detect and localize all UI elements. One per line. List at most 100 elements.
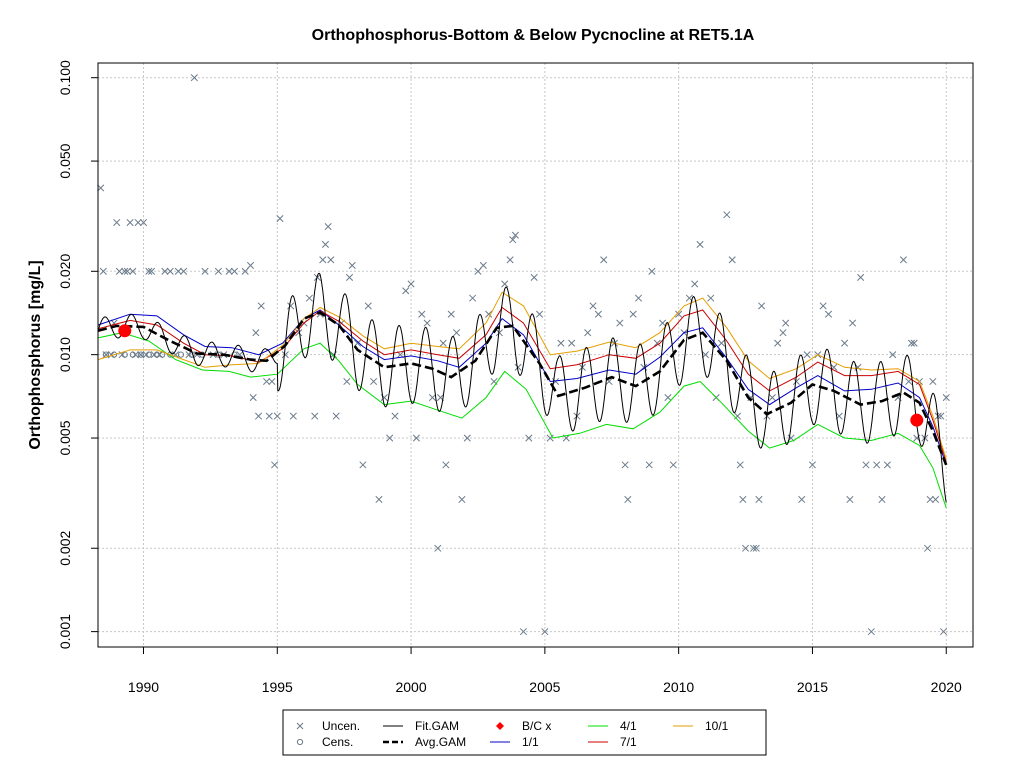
data-point: [824, 310, 833, 318]
y-tick-label: 0.100: [57, 60, 73, 95]
data-point: [723, 211, 731, 219]
data-point: [147, 267, 156, 275]
data-point: [359, 461, 367, 469]
data-point: [742, 544, 750, 552]
data-point: [782, 319, 790, 327]
data-point: [736, 461, 744, 469]
data-point: [407, 280, 415, 288]
data-point: [439, 339, 447, 347]
censored-point: [177, 351, 185, 358]
data-point: [506, 256, 514, 264]
data-point: [201, 267, 209, 275]
legend-label: Fit.GAM: [415, 719, 459, 733]
data-point: [402, 287, 410, 295]
data-point: [434, 544, 442, 552]
data-point: [252, 329, 260, 337]
data-point: [653, 339, 661, 347]
data-point: [99, 267, 107, 275]
data-point: [728, 256, 736, 264]
y-tick-label: 0.050: [57, 143, 73, 178]
data-point: [883, 461, 891, 469]
data-point: [926, 495, 934, 504]
x-tick-label: 2015: [797, 679, 828, 695]
data-point: [161, 267, 169, 275]
censored-point: [121, 351, 128, 358]
data-point: [530, 273, 538, 282]
data-point: [172, 351, 180, 359]
data-point: [739, 495, 747, 504]
data-point: [123, 267, 131, 275]
legend-label: 10/1: [705, 719, 729, 733]
legend-symbol: [496, 722, 504, 730]
data-point: [453, 329, 461, 337]
y-tick-label: 0.020: [57, 254, 73, 289]
data-point: [145, 267, 153, 275]
x-tick-label: 2000: [395, 679, 426, 695]
y-tick-label: 0.002: [57, 531, 73, 566]
data-point: [519, 628, 528, 636]
data-point: [319, 256, 327, 264]
data-point: [808, 461, 817, 469]
data-point: [332, 412, 340, 420]
data-point: [910, 339, 918, 347]
data-point: [428, 394, 437, 402]
data-point: [354, 339, 362, 347]
legend-label: Cens.: [322, 735, 353, 749]
data-point: [265, 412, 273, 420]
data-point: [214, 267, 222, 275]
series-line-fit-gam: [97, 272, 947, 503]
bc-marker: [910, 413, 924, 427]
data-point: [535, 310, 544, 318]
data-point: [321, 240, 329, 249]
data-point: [889, 351, 897, 359]
data-point: [249, 394, 257, 402]
data-point: [311, 412, 319, 420]
legend-symbol: [296, 722, 304, 730]
data-point: [873, 461, 881, 469]
data-point: [752, 544, 760, 552]
data-point: [343, 377, 351, 386]
legend-label: 1/1: [522, 735, 539, 749]
data-point: [263, 377, 271, 386]
data-point: [479, 261, 487, 269]
data-point: [418, 310, 426, 318]
data-point: [717, 339, 726, 347]
legend-label: Uncen.: [322, 719, 360, 733]
censored-point: [145, 351, 152, 358]
data-point: [758, 302, 766, 310]
x-tick-label: 1990: [128, 679, 159, 695]
data-point: [254, 412, 263, 420]
data-point: [878, 495, 886, 504]
data-point: [624, 495, 632, 504]
data-point: [174, 267, 182, 275]
data-point: [348, 261, 356, 269]
data-point: [616, 319, 624, 327]
bc-markers: [118, 324, 924, 427]
x-tick-label: 2005: [529, 679, 560, 695]
data-point: [907, 339, 916, 347]
chart-title: Orthophosphorus-Bottom & Below Pycnoclin…: [312, 27, 755, 44]
data-point: [469, 294, 477, 302]
series-line-4-1: [97, 332, 947, 508]
data-point: [546, 434, 554, 442]
censored-point: [110, 351, 118, 358]
data-point: [707, 294, 715, 302]
data-point: [324, 223, 332, 231]
data-point: [645, 461, 653, 469]
data-point: [474, 267, 482, 275]
data-point: [937, 412, 945, 420]
series-line-7-1: [97, 306, 947, 463]
y-axis-label: Orthophosphorus [mg/L]: [27, 260, 44, 449]
data-point: [779, 329, 787, 337]
legend-label: 4/1: [620, 719, 637, 733]
data-point: [774, 339, 782, 347]
data-point: [364, 302, 372, 310]
data-point: [166, 267, 174, 275]
data-point: [568, 339, 576, 347]
y-tick-label: 0.010: [57, 337, 73, 372]
data-point: [121, 267, 129, 275]
data-point: [733, 412, 742, 420]
data-point: [768, 394, 776, 402]
data-point: [934, 412, 942, 420]
data-point: [755, 495, 763, 504]
